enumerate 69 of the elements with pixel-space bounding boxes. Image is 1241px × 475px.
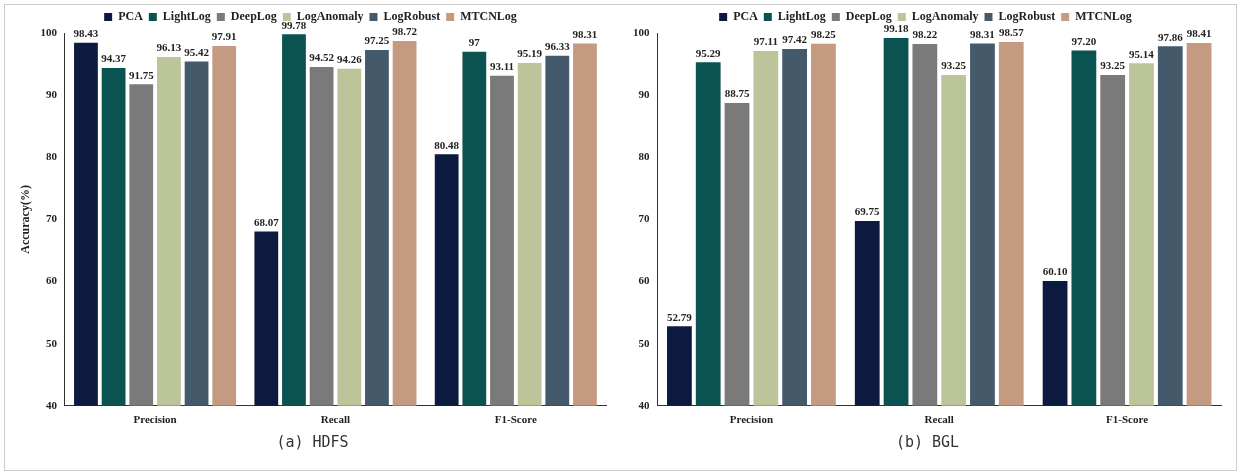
- data-label: 98.57: [998, 26, 1025, 39]
- legend-label: LogAnomaly: [911, 9, 979, 24]
- data-label: 97: [468, 35, 481, 48]
- y-tick-label: 80: [638, 150, 650, 163]
- text: (a) HDFS: [275, 433, 350, 451]
- data-label: 80.48: [434, 138, 460, 151]
- data-label: 94.52: [309, 51, 335, 64]
- data-label: 93.25: [1100, 59, 1126, 72]
- data-label: 97.91: [211, 30, 237, 43]
- y-tick-label: 100: [633, 25, 650, 38]
- data-label: 96.33: [544, 40, 571, 53]
- data-label: 68.07: [253, 215, 280, 228]
- data-label: 95.19: [517, 47, 543, 60]
- legend-label: LightLog: [162, 9, 211, 24]
- data-label: 95.29: [695, 46, 722, 59]
- data-label: 99.18: [883, 22, 909, 35]
- legend-label: PCA: [733, 9, 759, 24]
- text: (b) BGL: [894, 433, 961, 451]
- data-label: 97.11: [753, 35, 778, 48]
- y-tick-label: 60: [45, 274, 58, 287]
- x-tick-label: Recall: [924, 413, 954, 426]
- data-label: 69.75: [854, 205, 881, 218]
- y-tick-label: 40: [638, 398, 650, 411]
- data-label: 97.25: [364, 34, 390, 47]
- y-axis-title: Accuracy(%): [18, 185, 33, 254]
- data-label: 93.25: [941, 59, 967, 72]
- data-label: 98.43: [73, 27, 99, 40]
- x-tick-label: F1-Score: [1106, 413, 1149, 426]
- y-tick-label: 40: [45, 398, 58, 411]
- data-label: 98.31: [572, 27, 598, 40]
- data-label: 97.20: [1071, 34, 1097, 47]
- data-label: 60.10: [1042, 265, 1068, 278]
- y-tick-label: 70: [638, 212, 650, 225]
- data-label: 88.75: [724, 87, 750, 100]
- y-tick-label: 90: [45, 87, 58, 100]
- y-tick-label: 70: [45, 212, 58, 225]
- y-tick-label: 80: [45, 150, 58, 163]
- legend-label: LogRobust: [998, 9, 1056, 24]
- y-tick-label: 50: [45, 336, 58, 349]
- data-label: 97.86: [1157, 30, 1184, 43]
- legend-label: LightLog: [777, 9, 826, 24]
- data-label: 93.11: [489, 60, 515, 73]
- data-label: 98.31: [970, 27, 995, 40]
- legend-label: PCA: [118, 9, 144, 24]
- data-label: 95.14: [1129, 47, 1155, 60]
- legend-label: DeepLog: [845, 9, 892, 24]
- y-tick-label: 90: [638, 87, 650, 100]
- data-label: 94.37: [101, 52, 127, 65]
- data-label: 97.42: [782, 33, 808, 46]
- legend-label: MTCNLog: [1075, 9, 1132, 24]
- y-tick-label: 50: [638, 336, 650, 349]
- data-label: 98.72: [392, 25, 418, 38]
- x-tick-label: F1-Score: [494, 413, 537, 426]
- legend-label: DeepLog: [230, 9, 277, 24]
- x-tick-label: Precision: [729, 413, 774, 426]
- y-tick-label: 60: [638, 274, 650, 287]
- data-label: 98.25: [811, 28, 837, 41]
- data-label: 98.41: [1186, 27, 1212, 40]
- legend-label: MTCNLog: [460, 9, 517, 24]
- data-label: 95.42: [184, 45, 210, 58]
- data-label: 91.75: [128, 68, 155, 81]
- data-label: 52.79: [667, 310, 693, 323]
- data-label: 96.13: [156, 41, 182, 54]
- x-tick-label: Recall: [320, 413, 351, 426]
- y-tick-label: 100: [40, 25, 58, 38]
- data-label: 98.22: [912, 28, 938, 41]
- data-label: 94.26: [336, 53, 363, 66]
- x-tick-label: Precision: [133, 413, 177, 426]
- legend-label: LogRobust: [383, 9, 441, 24]
